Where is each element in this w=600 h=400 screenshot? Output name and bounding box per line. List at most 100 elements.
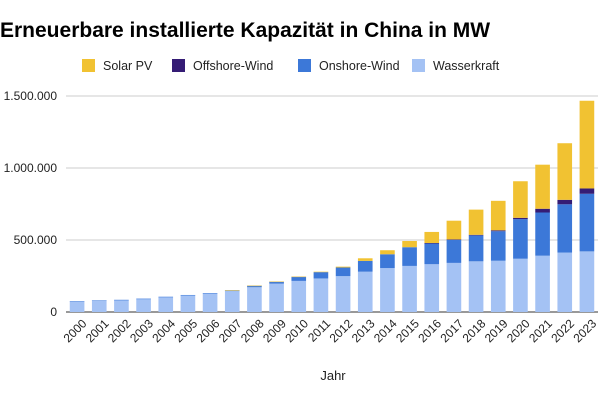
bar-wasserkraft-2018: [468, 261, 484, 312]
bar-wasserkraft-2001: [91, 300, 107, 312]
bar-onshore-wind-2010: [291, 276, 307, 281]
bar-wasserkraft-2019: [490, 260, 506, 312]
bar-onshore-wind-2000: [69, 301, 85, 302]
bar-offshore-wind-2023: [579, 188, 595, 194]
bar-wasserkraft-2020: [513, 258, 528, 312]
bar-offshore-wind-2016: [424, 243, 440, 244]
bar-solar-pv-2022: [557, 143, 573, 200]
bar-solar-pv-2021: [535, 164, 550, 209]
bar-wasserkraft-2004: [158, 296, 174, 312]
bar-onshore-wind-2017: [446, 239, 462, 263]
bar-wasserkraft-2017: [446, 262, 462, 312]
x-tick-label: 2011: [305, 316, 333, 344]
bar-wasserkraft-2009: [269, 283, 284, 312]
x-tick-label: 2015: [393, 316, 422, 345]
x-tick-label: 2013: [349, 316, 378, 345]
x-tick-label: 2010: [282, 316, 311, 345]
bar-offshore-wind-2020: [513, 217, 528, 220]
bar-wasserkraft-2006: [202, 293, 218, 312]
legend-swatch: [298, 59, 311, 72]
bar-solar-pv-2018: [468, 209, 484, 235]
bar-solar-pv-2016: [424, 231, 440, 244]
bar-solar-pv-2009: [269, 281, 284, 283]
x-tick-label: 2002: [105, 316, 134, 345]
bar-solar-pv-2023: [579, 100, 595, 189]
bar-wasserkraft-2014: [380, 268, 395, 312]
legend-label: Onshore-Wind: [319, 59, 400, 73]
bar-solar-pv-2013: [357, 258, 373, 261]
chart-title: Erneuerbare installierte Kapazität in Ch…: [0, 19, 491, 42]
bar-onshore-wind-2018: [468, 235, 484, 262]
bar-onshore-wind-2005: [180, 294, 196, 296]
bar-onshore-wind-2008: [247, 285, 262, 288]
x-tick-label: 2014: [371, 316, 400, 345]
bar-onshore-wind-2021: [535, 212, 550, 256]
y-tick-label: 1.000.000: [4, 161, 58, 175]
x-tick-label: 2017: [437, 316, 466, 345]
bar-offshore-wind-2018: [468, 234, 484, 236]
bar-onshore-wind-2009: [269, 281, 284, 284]
bar-solar-pv-2020: [513, 181, 528, 218]
bar-solar-pv-2014: [380, 250, 395, 255]
legend-swatch: [172, 59, 185, 72]
bar-wasserkraft-2005: [180, 295, 196, 312]
bar-solar-pv-2012: [335, 266, 351, 268]
y-axis-ticks: 0 500.000 1.000.000 1.500.000: [4, 89, 58, 319]
x-tick-label: 2000: [61, 316, 90, 345]
bar-solar-pv-2008: [247, 285, 262, 287]
bar-solar-pv-2019: [490, 200, 506, 231]
x-tick-label: 2018: [460, 316, 489, 345]
bar-onshore-wind-2006: [202, 293, 218, 294]
bar-wasserkraft-2016: [424, 264, 440, 312]
bar-solar-pv-2011: [313, 271, 329, 273]
legend-swatch: [82, 59, 95, 72]
bar-solar-pv-2007: [224, 290, 240, 291]
x-tick-label: 2012: [327, 316, 356, 345]
bar-offshore-wind-2021: [535, 208, 550, 213]
bar-wasserkraft-2023: [579, 251, 595, 312]
legend-swatch: [412, 59, 425, 72]
x-tick-label: 2001: [83, 316, 112, 345]
bar-onshore-wind-2002: [114, 299, 129, 301]
bar-wasserkraft-2000: [69, 301, 85, 312]
bar-onshore-wind-2011: [313, 272, 329, 279]
bar-solar-pv-2017: [446, 220, 462, 240]
bar-wasserkraft-2012: [335, 276, 351, 312]
legend-label: Solar PV: [103, 59, 153, 73]
y-tick-label: 0: [50, 305, 57, 319]
bar-onshore-wind-2015: [402, 247, 417, 266]
bar-wasserkraft-2003: [136, 298, 151, 312]
bar-onshore-wind-2001: [91, 300, 107, 301]
x-tick-label: 2022: [548, 316, 577, 345]
bar-offshore-wind-2017: [446, 239, 462, 240]
x-tick-label: 2023: [570, 316, 599, 345]
bar-wasserkraft-2015: [402, 265, 417, 312]
bar-solar-pv-2015: [402, 241, 417, 248]
bar-wasserkraft-2021: [535, 255, 550, 312]
bar-offshore-wind-2022: [557, 199, 573, 205]
bar-onshore-wind-2004: [158, 296, 174, 298]
bar-wasserkraft-2007: [224, 291, 240, 312]
legend: Solar PV Offshore-Wind Onshore-Wind Wasserk…: [82, 59, 500, 73]
x-tick-label: 2005: [171, 316, 200, 345]
x-axis-ticks: 2000200120022003200420052006200720082009…: [61, 316, 600, 345]
bar-onshore-wind-2020: [513, 219, 528, 259]
x-tick-label: 2008: [238, 316, 267, 345]
legend-label: Offshore-Wind: [193, 59, 273, 73]
x-axis-title: Jahr: [320, 368, 346, 383]
bar-solar-pv-2010: [291, 276, 307, 278]
bar-onshore-wind-2022: [557, 204, 573, 253]
x-tick-label: 2021: [526, 316, 555, 345]
bar-wasserkraft-2010: [291, 280, 307, 312]
bars: [69, 100, 595, 312]
x-tick-label: 2007: [216, 316, 245, 345]
x-tick-label: 2003: [127, 316, 156, 345]
bar-onshore-wind-2003: [136, 298, 151, 300]
y-tick-label: 1.500.000: [4, 89, 58, 103]
x-tick-label: 2019: [482, 316, 511, 345]
x-tick-label: 2004: [149, 316, 178, 345]
bar-onshore-wind-2023: [579, 193, 595, 252]
bar-wasserkraft-2008: [247, 287, 262, 312]
bar-wasserkraft-2011: [313, 278, 329, 312]
